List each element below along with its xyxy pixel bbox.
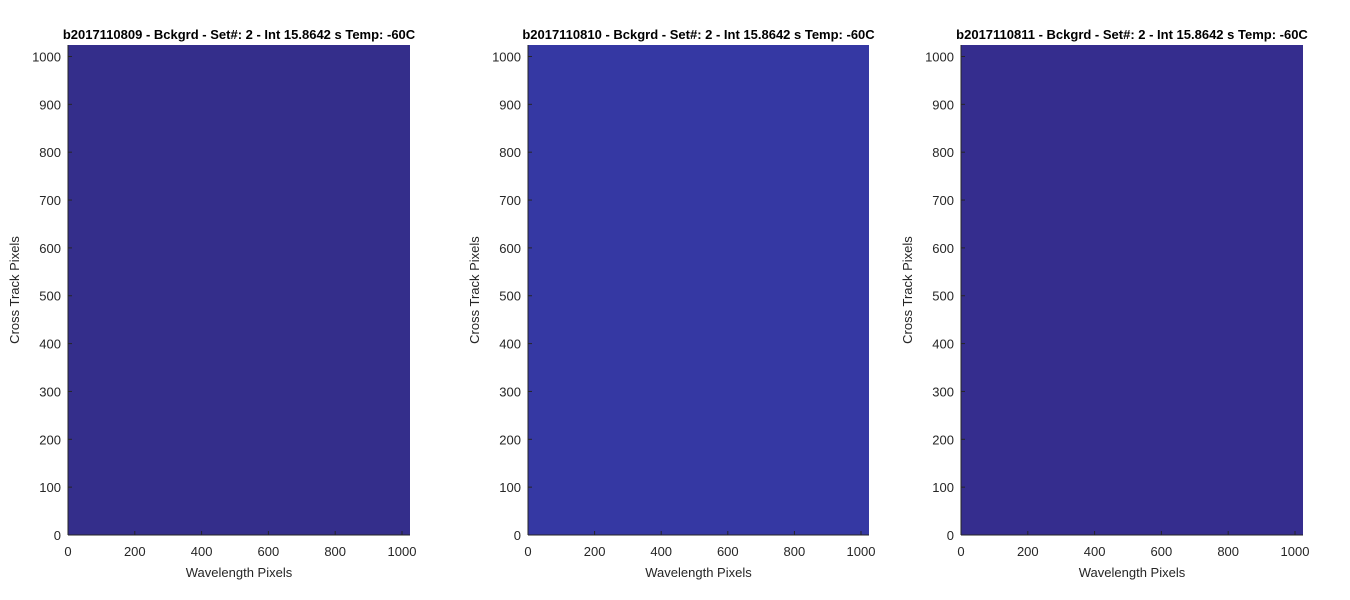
y-tick-label: 800 xyxy=(932,145,954,160)
x-tick-label: 0 xyxy=(64,544,71,559)
chart-title: b2017110809 - Bckgrd - Set#: 2 - Int 15.… xyxy=(63,27,416,42)
y-tick-label: 200 xyxy=(932,432,954,447)
y-axis-label: Cross Track Pixels xyxy=(7,236,22,344)
x-tick-label: 200 xyxy=(1017,544,1039,559)
heatmap-image xyxy=(961,45,1303,535)
chart-panel-2: 0 200 400 600 800 1000 0 100 200 300 400 500 600 700 8… xyxy=(467,27,875,580)
y-tick-label: 200 xyxy=(499,432,521,447)
y-tick-label: 200 xyxy=(39,432,61,447)
chart-panel-3: 0 200 400 600 800 1000 0 100 200 300 400 500 600 700 8… xyxy=(900,27,1309,580)
x-tick-label: 200 xyxy=(584,544,606,559)
x-tick-label: 800 xyxy=(784,544,806,559)
x-tick-label: 1000 xyxy=(847,544,876,559)
y-tick-label: 500 xyxy=(39,289,61,304)
heatmap-image xyxy=(528,45,869,535)
y-tick-label: 100 xyxy=(39,480,61,495)
x-tick-label: 1000 xyxy=(1281,544,1310,559)
x-tick-label: 400 xyxy=(650,544,672,559)
heatmap-image xyxy=(68,45,410,535)
y-tick-label: 400 xyxy=(932,337,954,352)
y-axis-label: Cross Track Pixels xyxy=(467,236,482,344)
y-tick-label: 300 xyxy=(499,384,521,399)
x-tick-label: 400 xyxy=(191,544,213,559)
x-tick-label: 0 xyxy=(957,544,964,559)
x-tick-label: 400 xyxy=(1084,544,1106,559)
y-tick-label: 700 xyxy=(39,193,61,208)
y-tick-label: 0 xyxy=(947,528,954,543)
x-axis-label: Wavelength Pixels xyxy=(645,565,752,580)
chart-panel-1: 0 200 400 600 800 1000 0 100 200 300 400 500 600 700 8… xyxy=(7,27,416,580)
x-tick-label: 600 xyxy=(258,544,280,559)
y-tick-label: 900 xyxy=(932,97,954,112)
x-axis-label: Wavelength Pixels xyxy=(186,565,293,580)
y-tick-label: 600 xyxy=(499,241,521,256)
y-tick-label: 1000 xyxy=(925,49,954,64)
x-tick-label: 1000 xyxy=(388,544,417,559)
x-tick-label: 200 xyxy=(124,544,146,559)
y-tick-label: 500 xyxy=(932,289,954,304)
x-tick-label: 800 xyxy=(1217,544,1239,559)
y-tick-label: 300 xyxy=(39,384,61,399)
y-tick-label: 300 xyxy=(932,384,954,399)
y-tick-label: 500 xyxy=(499,289,521,304)
x-tick-label: 600 xyxy=(1151,544,1173,559)
y-tick-label: 700 xyxy=(499,193,521,208)
y-tick-label: 0 xyxy=(54,528,61,543)
y-tick-label: 1000 xyxy=(492,49,521,64)
y-tick-label: 1000 xyxy=(32,49,61,64)
x-tick-label: 800 xyxy=(324,544,346,559)
y-tick-label: 900 xyxy=(39,97,61,112)
y-axis-label: Cross Track Pixels xyxy=(900,236,915,344)
y-tick-label: 100 xyxy=(932,480,954,495)
y-tick-label: 0 xyxy=(514,528,521,543)
y-tick-label: 800 xyxy=(39,145,61,160)
x-axis-label: Wavelength Pixels xyxy=(1079,565,1186,580)
chart-title: b2017110810 - Bckgrd - Set#: 2 - Int 15.… xyxy=(522,27,875,42)
y-tick-label: 400 xyxy=(499,337,521,352)
x-tick-label: 600 xyxy=(717,544,739,559)
y-tick-label: 600 xyxy=(39,241,61,256)
y-tick-label: 700 xyxy=(932,193,954,208)
y-tick-label: 400 xyxy=(39,337,61,352)
y-tick-label: 100 xyxy=(499,480,521,495)
y-tick-label: 600 xyxy=(932,241,954,256)
y-tick-label: 800 xyxy=(499,145,521,160)
y-tick-label: 900 xyxy=(499,97,521,112)
chart-title: b2017110811 - Bckgrd - Set#: 2 - Int 15.… xyxy=(956,27,1308,42)
x-tick-label: 0 xyxy=(524,544,531,559)
